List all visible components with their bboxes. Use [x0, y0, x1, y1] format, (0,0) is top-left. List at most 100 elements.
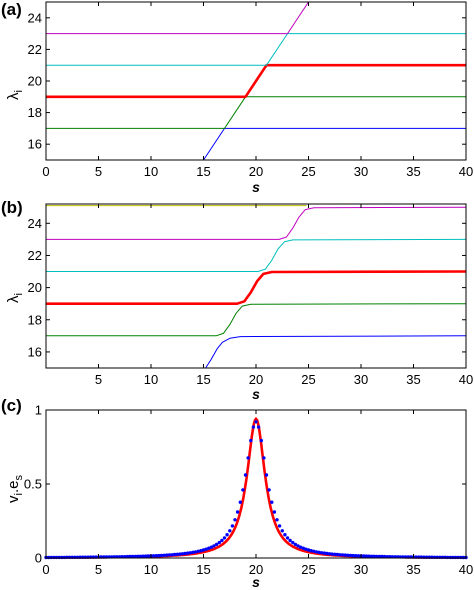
panel-a-series	[46, 1, 466, 161]
panel-c-data-point	[238, 500, 242, 504]
panel-c-data-point	[338, 553, 342, 557]
panel-c-data-point	[209, 545, 214, 549]
panel-c-data-point	[285, 536, 290, 540]
panel-c-ytick-label: 0	[35, 551, 42, 566]
panel-b-ytick-label: 18	[28, 312, 42, 327]
panel-a-ylabel: λi	[5, 90, 25, 100]
panel-c-data-point	[157, 553, 161, 558]
panel-c-data-point	[296, 544, 300, 548]
panel-c-data-point	[377, 554, 382, 559]
panel-a-xtick-label: 25	[301, 164, 315, 179]
panel-b-series-line	[46, 303, 467, 337]
panel-c-ylabel: vi.es	[5, 475, 25, 503]
panel-c-data-point	[251, 425, 256, 429]
panel-c-data-point	[369, 554, 374, 558]
panel-c-data-point	[172, 552, 177, 557]
panel-b: (b) 5 10 15 20 25 30 35 40 16 18 20 22 24 λi s	[1, 198, 473, 402]
panel-b-ytick-label: 24	[28, 216, 42, 231]
panel-c-xtick-label: 40	[459, 562, 473, 577]
panel-c-data-point	[191, 550, 195, 554]
panel-c-data-point	[228, 529, 232, 533]
panel-c-data-point	[170, 553, 174, 557]
panel-c-data-point	[133, 554, 137, 559]
panel-c-xtick-label: 10	[144, 562, 158, 577]
panel-c-data-point	[188, 551, 193, 555]
panel-c-xtick-label: 15	[196, 562, 210, 577]
panel-c-data-point	[180, 552, 185, 556]
panel-c-data-point	[317, 550, 321, 554]
panel-c-data-point	[361, 554, 366, 558]
panel-c-data-point	[214, 542, 219, 547]
panel-c-data-point	[186, 551, 190, 555]
panel-c-data-point	[178, 552, 182, 556]
panel-c-data-point	[298, 545, 303, 549]
panel-b-xtick-label: 10	[144, 372, 158, 387]
panel-c-data-point	[222, 536, 227, 540]
panel-c-data-point	[367, 554, 371, 558]
panel-c-xtick-label: 25	[301, 562, 315, 577]
panel-c-data-point	[207, 546, 211, 550]
panel-a-xtick-label: 40	[459, 164, 473, 179]
panel-c-data-point	[241, 488, 245, 492]
panel-c-data-point	[375, 554, 379, 559]
panel-b-xtick-label: 40	[459, 372, 473, 387]
panel-c-data-point	[264, 473, 269, 477]
panel-c-data-point	[212, 544, 216, 548]
panel-a-ytick-label: 16	[28, 137, 42, 152]
panel-c-data-point	[372, 554, 376, 558]
panel-b-ylabel: λi	[5, 293, 25, 303]
panel-c-data-point	[217, 540, 221, 545]
panel-b-ytick-label: 20	[28, 280, 42, 295]
panel-c-data-point	[325, 551, 329, 556]
panel-b-xtick-label: 30	[354, 372, 368, 387]
panel-c-data-point	[314, 550, 319, 554]
panel-c-data-point	[306, 548, 311, 552]
panel-c-data-point	[167, 553, 172, 557]
panel-c-data-point	[343, 553, 347, 557]
panel-a-ytick-label: 22	[28, 42, 42, 57]
panel-a-ytick-label: 18	[28, 105, 42, 120]
panel-c-data-point	[144, 554, 148, 558]
panel-c-data-point	[230, 524, 235, 528]
panel-c-data-point	[280, 529, 284, 533]
panel-c-data-point	[243, 473, 248, 477]
panel-b-xtick-label: 35	[406, 372, 420, 387]
panel-c-xtick-label: 35	[406, 562, 420, 577]
panel-b-ytick-label: 22	[28, 248, 42, 263]
panel-c-data-point	[309, 549, 313, 553]
panel-c-series	[44, 416, 468, 560]
panel-a: (a) 0 5 10 15 20 25 30 35 40 16 18 20 22 24 λi s	[1, 0, 473, 195]
panel-c-xtick-label: 20	[249, 562, 263, 577]
panel-c-data-point	[175, 552, 179, 556]
panel-c-data-point	[291, 540, 295, 545]
panel-c-data-point	[322, 551, 326, 555]
panel-c-data-point	[301, 546, 305, 550]
panel-c-data-point	[249, 438, 253, 443]
panel-c-data-point	[351, 553, 355, 558]
panel-b-axes-frame	[45, 203, 467, 369]
panel-c-data-point	[196, 549, 200, 553]
panel-a-xtick-label: 5	[95, 164, 102, 179]
panel-c-data-point	[165, 553, 169, 557]
panel-c-xtick-label: 5	[95, 562, 102, 577]
panel-c-data-point	[333, 552, 337, 556]
panel-b-series-line	[46, 238, 467, 272]
panel-a-ticks: 0 5 10 15 20 25 30 35 40 16 18 20 22 24	[28, 2, 473, 179]
panel-c-data-point	[335, 552, 340, 557]
panel-c-data-point	[277, 524, 282, 528]
panel-c-fit-curve	[46, 416, 466, 559]
panel-c-data-point	[319, 551, 324, 555]
panel-c-data-point	[380, 554, 384, 559]
panel-b-xtick-label: 25	[301, 372, 315, 387]
panel-c-data-point	[154, 554, 158, 558]
panel-c-xtick-label: 0	[42, 562, 49, 577]
panel-c-data-point	[304, 547, 308, 551]
panel-c: (c) 0 5 10 15 20 25 30 35 40 0 0.5 1 vi.es s	[1, 396, 473, 590]
panel-a-xtick-label: 10	[144, 164, 158, 179]
panel-a-xtick-label: 20	[249, 164, 263, 179]
panel-c-data-point	[340, 553, 345, 557]
panel-b-label: (b)	[1, 198, 23, 217]
panel-c-data-point	[146, 554, 151, 558]
panel-a-ytick-label: 20	[28, 74, 42, 89]
